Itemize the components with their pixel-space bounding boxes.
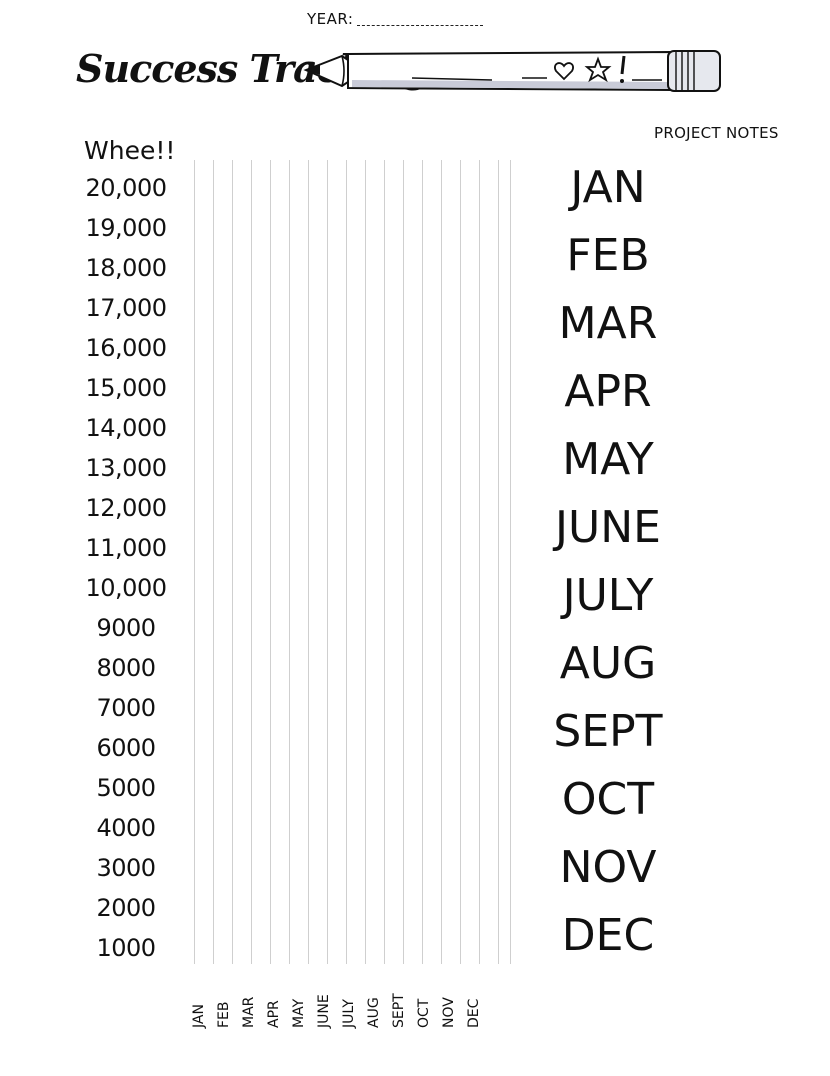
y-label: 2000 xyxy=(96,894,156,922)
month-heading: MAY xyxy=(562,434,654,485)
grid-line xyxy=(232,160,233,964)
y-label: 10,000 xyxy=(85,574,167,602)
month-heading: JUNE xyxy=(555,502,661,553)
grid-line xyxy=(365,160,366,964)
grid-line xyxy=(510,160,511,964)
x-label: OCT xyxy=(416,998,432,1028)
year-label: YEAR: xyxy=(307,10,354,28)
tracking-grid xyxy=(176,160,516,964)
y-label: 16,000 xyxy=(85,334,167,362)
month-heading: DEC xyxy=(561,910,655,961)
x-label: JULY xyxy=(341,999,357,1028)
grid-line xyxy=(213,160,214,964)
chart-top-label: Whee!! xyxy=(84,136,176,165)
y-label: 6000 xyxy=(96,734,156,762)
y-label: 20,000 xyxy=(85,174,167,202)
x-label: DEC xyxy=(466,998,482,1028)
y-label: 18,000 xyxy=(85,254,167,282)
year-blank-line xyxy=(357,24,484,26)
month-heading: MAR xyxy=(558,298,658,349)
y-label: 9000 xyxy=(96,614,156,642)
x-label: MAR xyxy=(241,996,257,1028)
x-label: SEPT xyxy=(391,993,407,1028)
y-label: 17,000 xyxy=(85,294,167,322)
x-label: JAN xyxy=(191,1004,207,1028)
grid-line xyxy=(194,160,195,964)
y-label: 8000 xyxy=(96,654,156,682)
heart-icon xyxy=(554,62,574,81)
grid-line xyxy=(384,160,385,964)
grid-line xyxy=(498,160,499,964)
exclamation-icon xyxy=(620,55,626,75)
y-label: 13,000 xyxy=(85,454,167,482)
y-label: 15,000 xyxy=(85,374,167,402)
grid-line xyxy=(479,160,480,964)
month-heading: JAN xyxy=(570,162,646,213)
grid-line xyxy=(308,160,309,964)
x-label: NOV xyxy=(441,997,457,1028)
star-icon xyxy=(584,56,612,83)
x-label: AUG xyxy=(366,997,382,1028)
month-heading: FEB xyxy=(566,230,650,281)
y-label: 3000 xyxy=(96,854,156,882)
y-label: 4000 xyxy=(96,814,156,842)
x-label: APR xyxy=(266,1000,282,1028)
pencil-illustration xyxy=(303,50,721,92)
y-label: 19,000 xyxy=(85,214,167,242)
grid-line xyxy=(251,160,252,964)
grid-line xyxy=(346,160,347,964)
year-field: YEAR: xyxy=(307,10,484,28)
y-label: 5000 xyxy=(96,774,156,802)
month-heading: OCT xyxy=(561,774,655,825)
y-label: 11,000 xyxy=(85,534,167,562)
project-notes-label: PROJECT NOTES xyxy=(654,124,779,142)
x-label: FEB xyxy=(216,1001,232,1028)
y-label: 7000 xyxy=(96,694,156,722)
y-label: 14,000 xyxy=(85,414,167,442)
month-heading: SEPT xyxy=(553,706,663,757)
y-label: 12,000 xyxy=(85,494,167,522)
grid-line xyxy=(460,160,461,964)
month-heading: AUG xyxy=(559,638,657,689)
month-heading: NOV xyxy=(559,842,657,893)
grid-line xyxy=(441,160,442,964)
grid-line xyxy=(422,160,423,964)
grid-line xyxy=(270,160,271,964)
month-heading: APR xyxy=(564,366,652,417)
x-label: JUNE xyxy=(316,994,332,1028)
x-label: MAY xyxy=(291,998,307,1028)
grid-line xyxy=(327,160,328,964)
month-heading: JULY xyxy=(562,570,654,621)
grid-line xyxy=(289,160,290,964)
grid-line xyxy=(403,160,404,964)
y-label: 1000 xyxy=(96,934,156,962)
